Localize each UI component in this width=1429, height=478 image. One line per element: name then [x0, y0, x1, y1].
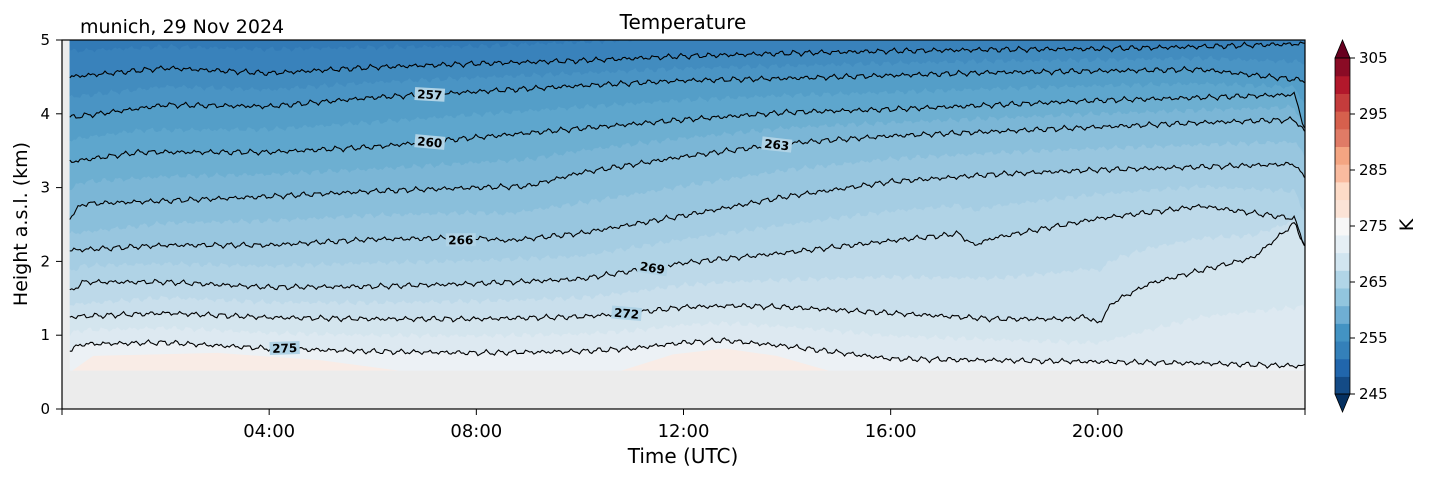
- isotherm-labels: 254 257 260 263 266 269 272 275: [269, 19, 793, 356]
- colorbar-segment: [1335, 234, 1350, 254]
- y-tick-label: 2: [40, 252, 50, 270]
- isotherm-label: 263: [763, 137, 789, 154]
- colorbar-segment: [1335, 287, 1350, 307]
- isotherm-label: 266: [448, 233, 473, 247]
- x-axis-label: Time (UTC): [627, 444, 739, 468]
- colorbar-tick-label: 295: [1359, 105, 1388, 123]
- isotherm-label-background: [445, 233, 476, 247]
- colorbar-extend-top: [1334, 38, 1351, 59]
- y-tick-label: 4: [40, 105, 50, 123]
- isotherm-label: 257: [417, 87, 443, 102]
- temperature-fill: [69, 40, 1305, 371]
- colorbar-segment: [1335, 199, 1350, 218]
- colorbar-segment: [1335, 164, 1350, 183]
- colorbar-segment: [1335, 75, 1350, 94]
- colorbar-segment: [1335, 128, 1350, 148]
- x-tick-label: 20:00: [1072, 421, 1124, 442]
- colorbar-segment: [1335, 111, 1350, 130]
- y-tick-label: 1: [40, 326, 50, 344]
- isotherm-label: 275: [272, 341, 298, 356]
- y-tick-label: 3: [40, 179, 50, 197]
- warm-pocket: [621, 348, 829, 371]
- y-axis-label: Height a.s.l. (km): [10, 142, 32, 306]
- colorbar-segment: [1335, 270, 1350, 289]
- colorbar-tick-label: 275: [1359, 217, 1388, 235]
- isotherm-line: [69, 41, 1305, 79]
- isotherm-line: [69, 116, 1305, 220]
- colorbar-segment: [1335, 58, 1350, 77]
- isotherm-label: 254: [433, 19, 458, 33]
- colorbar-segment: [1335, 93, 1350, 112]
- colorbar-segment: [1335, 217, 1350, 236]
- colorbar-segment: [1335, 305, 1350, 324]
- colorbar-segment: [1335, 252, 1350, 271]
- isotherm-label: 269: [639, 259, 666, 277]
- colorbar-tick-label: 255: [1359, 329, 1388, 347]
- isotherm-label-background: [414, 87, 446, 102]
- isotherm-line: [69, 91, 1305, 163]
- isotherm-label-background: [269, 340, 300, 355]
- y-tick-label: 5: [40, 31, 50, 49]
- isotherm-line: [69, 221, 1305, 324]
- isotherm-line: [69, 65, 1305, 119]
- temperature-band: [69, 40, 659, 53]
- colorbar-segment: [1335, 376, 1350, 395]
- colorbar-tick-label: 265: [1359, 273, 1388, 291]
- colorbar-extend-bottom: [1334, 393, 1351, 414]
- colorbar-segment: [1335, 358, 1350, 377]
- colorbar-segment: [1335, 181, 1350, 201]
- chart-subtitle: munich, 29 Nov 2024: [80, 16, 284, 38]
- isotherm-label-background: [414, 134, 446, 150]
- warm-pockets: [72, 348, 829, 371]
- isotherm-label: 272: [613, 306, 639, 322]
- y-axis: 0 1 2 3 4 5: [40, 31, 62, 418]
- x-tick-label: 16:00: [865, 421, 917, 442]
- chart-title: Temperature: [619, 10, 747, 34]
- colorbar-tick-label: 305: [1359, 49, 1388, 67]
- isotherm-label-background: [611, 305, 643, 322]
- colorbar-segment: [1335, 146, 1350, 165]
- warm-pocket: [72, 352, 399, 371]
- isotherm-line: [69, 203, 1305, 291]
- plot-area: 254 257 260 263 266 269 272 275: [62, 19, 1305, 409]
- colorbar-tick-label: 245: [1359, 385, 1388, 403]
- x-tick-label: 08:00: [450, 421, 502, 442]
- temperature-band: [69, 40, 1305, 78]
- isotherm-label-background: [430, 19, 460, 33]
- y-tick-label: 0: [40, 400, 50, 418]
- x-tick-label: 12:00: [658, 421, 710, 442]
- x-tick-label: 04:00: [243, 421, 295, 442]
- colorbar-label: K: [1396, 218, 1418, 231]
- isotherm-label-background: [636, 258, 669, 277]
- isotherm-line: [69, 161, 1305, 253]
- isotherm-label: 260: [417, 134, 443, 150]
- colorbar-tick-label: 285: [1359, 161, 1388, 179]
- colorbar-segment: [1335, 340, 1350, 360]
- colorbar-segment: [1335, 323, 1350, 342]
- colorbar: 245 255 265 275 285 295 305: [1334, 38, 1388, 414]
- x-axis: 04:00 08:00 12:00 16:00 20:00: [61, 409, 1306, 442]
- isotherm-label-background: [761, 136, 793, 153]
